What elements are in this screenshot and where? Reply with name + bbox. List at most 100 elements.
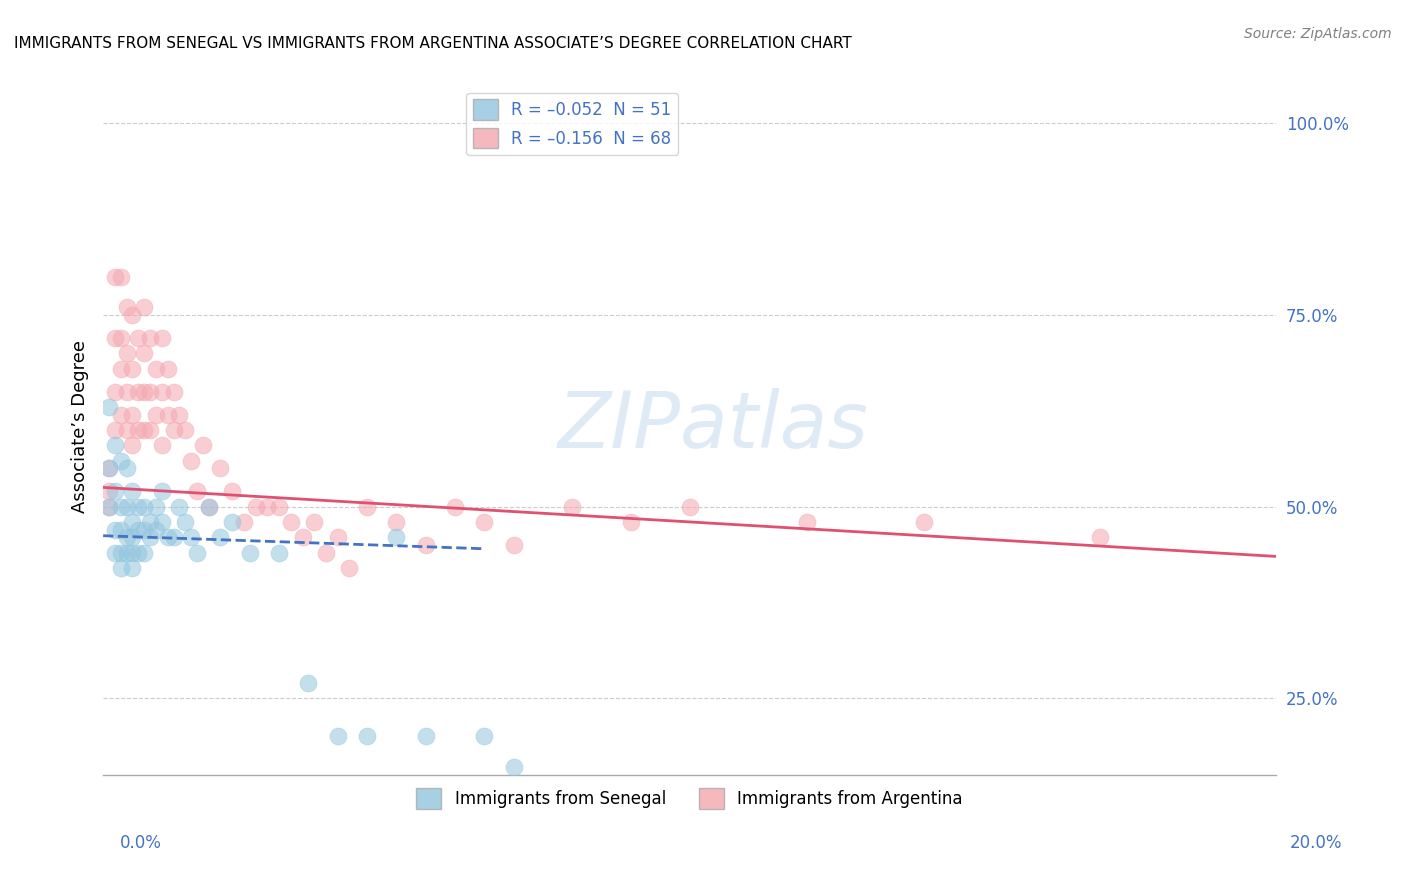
Text: 0.0%: 0.0% [120, 834, 162, 852]
Point [150, 331, 173, 345]
Point [98, 484, 121, 499]
Point [115, 500, 138, 514]
Point [162, 384, 184, 399]
Point [174, 515, 197, 529]
Text: Source: ZipAtlas.com: Source: ZipAtlas.com [1244, 27, 1392, 41]
Point [150, 515, 173, 529]
Point [239, 545, 262, 559]
Point [561, 500, 583, 514]
Point [104, 423, 127, 437]
Text: 20.0%: 20.0% [1291, 834, 1343, 852]
Point [415, 730, 437, 744]
Point [156, 361, 179, 376]
Point [356, 500, 378, 514]
Point [356, 730, 378, 744]
Point [620, 515, 643, 529]
Point [139, 384, 162, 399]
Point [502, 538, 524, 552]
Point [98, 500, 121, 514]
Point [162, 530, 184, 544]
Point [385, 530, 408, 544]
Point [169, 408, 191, 422]
Point [139, 530, 162, 544]
Point [1088, 530, 1111, 544]
Point [127, 545, 149, 559]
Point [245, 500, 267, 514]
Point [110, 269, 132, 284]
Point [162, 423, 184, 437]
Point [150, 384, 173, 399]
Point [145, 408, 167, 422]
Text: IMMIGRANTS FROM SENEGAL VS IMMIGRANTS FROM ARGENTINA ASSOCIATE’S DEGREE CORRELAT: IMMIGRANTS FROM SENEGAL VS IMMIGRANTS FR… [14, 36, 852, 51]
Point [145, 523, 167, 537]
Point [267, 545, 290, 559]
Point [221, 515, 243, 529]
Point [315, 545, 337, 559]
Point [134, 384, 156, 399]
Y-axis label: Associate’s Degree: Associate’s Degree [72, 340, 89, 513]
Point [472, 730, 495, 744]
Point [110, 523, 132, 537]
Point [110, 331, 132, 345]
Point [174, 423, 197, 437]
Point [180, 453, 202, 467]
Point [291, 530, 314, 544]
Point [796, 515, 818, 529]
Point [98, 461, 121, 475]
Point [110, 500, 132, 514]
Point [197, 500, 219, 514]
Point [280, 515, 302, 529]
Point [127, 331, 149, 345]
Point [121, 561, 143, 575]
Point [110, 545, 132, 559]
Point [139, 515, 162, 529]
Point [150, 484, 173, 499]
Point [127, 384, 149, 399]
Point [121, 361, 143, 376]
Point [121, 408, 143, 422]
Point [145, 500, 167, 514]
Point [134, 523, 156, 537]
Point [209, 461, 232, 475]
Point [267, 500, 290, 514]
Point [110, 361, 132, 376]
Point [127, 423, 149, 437]
Point [121, 515, 143, 529]
Point [134, 500, 156, 514]
Text: ZIPatlas: ZIPatlas [558, 388, 869, 464]
Point [98, 461, 121, 475]
Point [221, 484, 243, 499]
Point [139, 331, 162, 345]
Point [121, 530, 143, 544]
Point [472, 515, 495, 529]
Point [156, 408, 179, 422]
Point [98, 500, 121, 514]
Point [104, 484, 127, 499]
Point [104, 331, 127, 345]
Point [209, 530, 232, 544]
Point [304, 515, 326, 529]
Point [134, 545, 156, 559]
Point [127, 523, 149, 537]
Point [186, 484, 208, 499]
Point [415, 538, 437, 552]
Point [256, 500, 278, 514]
Point [145, 361, 167, 376]
Point [121, 545, 143, 559]
Point [169, 500, 191, 514]
Point [115, 423, 138, 437]
Point [186, 545, 208, 559]
Point [134, 346, 156, 360]
Point [139, 423, 162, 437]
Point [121, 484, 143, 499]
Point [385, 515, 408, 529]
Point [121, 308, 143, 322]
Point [104, 545, 127, 559]
Point [115, 530, 138, 544]
Point [134, 423, 156, 437]
Point [121, 438, 143, 452]
Point [180, 530, 202, 544]
Point [339, 561, 361, 575]
Point [191, 438, 214, 452]
Point [104, 523, 127, 537]
